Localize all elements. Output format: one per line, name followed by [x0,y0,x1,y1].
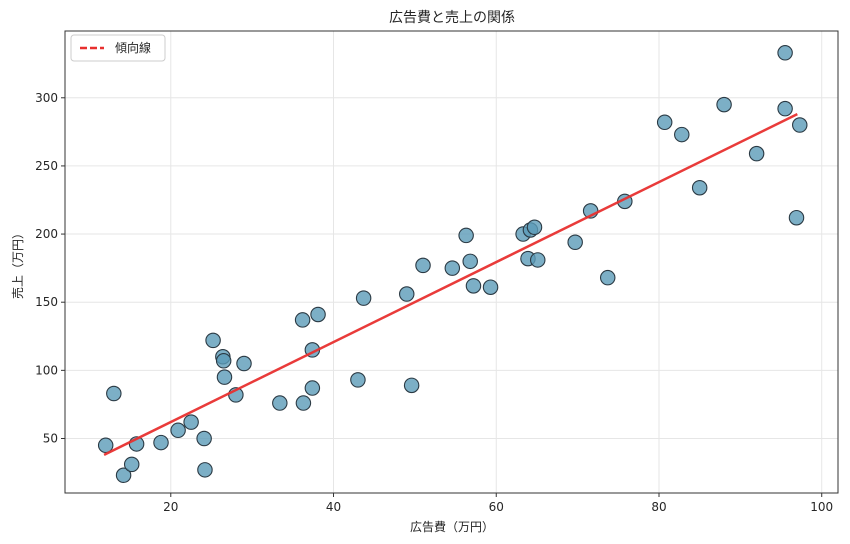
scatter-point [674,126,690,143]
x-axis-label: 広告費（万円） [410,519,494,534]
scatter-point [458,227,474,244]
scatter-point [183,414,199,430]
x-tick-label: 40 [326,500,341,514]
legend-box [70,34,166,62]
scatter-point [403,377,420,394]
x-tick-label: 100 [810,500,833,514]
y-tick-label: 200 [35,227,58,241]
y-tick-label: 100 [35,363,58,377]
scatter-point [691,179,708,196]
legend: 傾向線 [70,34,166,62]
scatter-point [599,269,616,286]
x-tick-label: 80 [651,500,666,514]
scatter-point [716,96,732,113]
y-tick-label: 50 [43,431,58,445]
scatter-point [777,100,793,117]
scatter-point [97,437,114,454]
x-tick-label: 20 [163,500,178,514]
scatter-point [106,385,122,402]
scatter-point [788,209,805,226]
scatter-point [398,286,415,302]
scatter-point [153,434,169,451]
scatter-point [310,306,326,323]
y-tick-label: 300 [35,91,58,105]
scatter-point [444,260,461,276]
scatter-point [196,430,212,447]
scatter-point [526,219,543,235]
scatter-point [355,290,372,306]
scatter-point [415,257,431,274]
x-tick-label: 60 [489,500,504,514]
scatter-point [482,279,499,295]
scatter-point [294,312,311,328]
y-tick-label: 150 [35,295,58,309]
y-axis-ticks: 50 100 150 200 250 300 [35,91,65,445]
scatter-point [272,395,288,411]
scatter-point [170,422,186,439]
scatter-points [97,45,808,484]
scatter-point [197,462,213,478]
scatter-point [465,278,482,294]
scatter-point [462,253,478,270]
trend-line [103,113,798,456]
scatter-point [115,467,132,484]
trend-line-group [103,113,798,456]
y-axis-label: 売上（万円） [10,227,25,299]
scatter-point [205,332,221,349]
scatter-point [304,380,321,396]
scatter-point [215,353,232,369]
scatter-point [777,45,793,61]
scatter-point [350,372,366,388]
scatter-point [236,355,252,372]
plot-frame [64,30,839,494]
scatter-point [748,145,765,162]
scatter-point [530,252,546,268]
x-axis-ticks: 20 40 60 80 100 [163,493,833,514]
scatter-point [792,117,808,133]
chart-title: 広告費と売上の関係 [389,10,515,26]
scatter-point [656,114,673,131]
scatter-point [123,456,140,473]
scatter-point [216,369,233,385]
scatter-point [567,234,583,250]
legend-label-trend: 傾向線 [115,40,151,55]
scatter-point [295,395,312,411]
y-tick-label: 250 [35,159,58,173]
